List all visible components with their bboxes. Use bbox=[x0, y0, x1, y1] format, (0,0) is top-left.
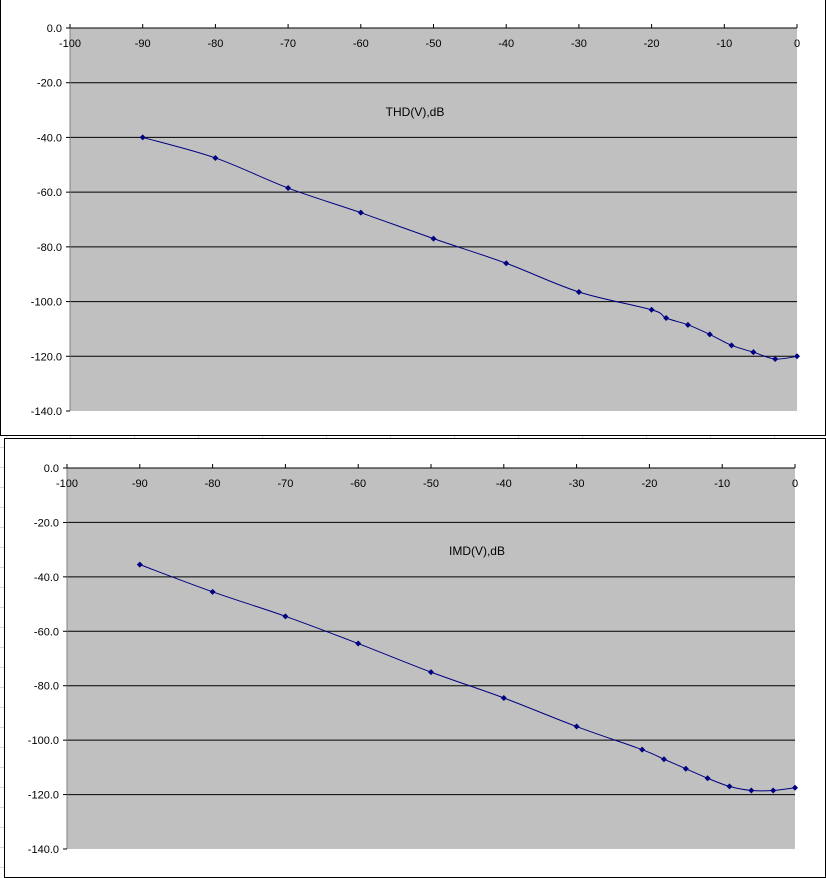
imd-x-tick-label: -100 bbox=[56, 478, 78, 490]
imd-y-tick-label: -120.0 bbox=[28, 790, 59, 802]
imd-y-tick-label: -40.0 bbox=[34, 572, 59, 584]
imd-data-point[interactable] bbox=[355, 640, 362, 647]
imd-data-point[interactable] bbox=[209, 588, 216, 595]
imd-x-tick-label: 0 bbox=[792, 478, 798, 490]
imd-data-point[interactable] bbox=[770, 787, 777, 794]
imd-data-point[interactable] bbox=[573, 723, 580, 730]
thd-y-tick-label: -40.0 bbox=[37, 132, 62, 144]
thd-y-tick-label: -80.0 bbox=[37, 242, 62, 254]
imd-data-point[interactable] bbox=[682, 765, 689, 772]
imd-data-point[interactable] bbox=[639, 746, 646, 753]
thd-data-point[interactable] bbox=[794, 353, 800, 360]
thd-y-tick-label: -140.0 bbox=[31, 406, 62, 418]
thd-x-tick-label: -50 bbox=[426, 38, 442, 50]
imd-x-tick-label: -80 bbox=[205, 478, 221, 490]
thd-data-point[interactable] bbox=[212, 154, 219, 161]
thd-data-point[interactable] bbox=[503, 260, 510, 267]
imd-x-tick-label: -50 bbox=[423, 478, 439, 490]
thd-y-tick-label: -100.0 bbox=[31, 297, 62, 309]
thd-x-tick-label: -70 bbox=[280, 38, 296, 50]
imd-x-tick-label: -90 bbox=[132, 478, 148, 490]
thd-x-tick-label: -10 bbox=[716, 38, 732, 50]
imd-y-tick-label: -20.0 bbox=[34, 517, 59, 529]
imd-data-point[interactable] bbox=[748, 787, 755, 794]
thd-plot-area bbox=[70, 28, 797, 411]
imd-data-point[interactable] bbox=[136, 561, 143, 568]
thd-y-tick-label: -120.0 bbox=[31, 351, 62, 363]
imd-data-point[interactable] bbox=[282, 613, 289, 620]
imd-plot-area bbox=[67, 468, 795, 849]
thd-series-line bbox=[142, 136, 798, 360]
thd-data-point[interactable] bbox=[684, 321, 691, 328]
thd-data-point[interactable] bbox=[285, 185, 292, 192]
thd-x-tick-label: -20 bbox=[644, 38, 660, 50]
imd-data-point[interactable] bbox=[792, 784, 798, 791]
thd-y-tick-label: -20.0 bbox=[37, 78, 62, 90]
thd-x-tick-label: -80 bbox=[207, 38, 223, 50]
imd-data-point[interactable] bbox=[726, 783, 733, 790]
thd-x-tick-label: -30 bbox=[571, 38, 587, 50]
thd-data-point[interactable] bbox=[139, 134, 146, 141]
thd-data-point[interactable] bbox=[663, 314, 670, 321]
thd-data-point[interactable] bbox=[357, 209, 364, 216]
thd-data-point[interactable] bbox=[728, 342, 735, 349]
imd-chart-title: IMD(V),dB bbox=[449, 544, 505, 558]
imd-x-tick-label: -10 bbox=[714, 478, 730, 490]
imd-x-tick-label: -20 bbox=[641, 478, 657, 490]
imd-x-tick-label: -30 bbox=[569, 478, 585, 490]
imd-data-point[interactable] bbox=[500, 694, 507, 701]
imd-y-tick-label: -100.0 bbox=[28, 735, 59, 747]
thd-data-point[interactable] bbox=[430, 235, 437, 242]
thd-x-tick-label: -90 bbox=[135, 38, 151, 50]
thd-x-tick-label: -40 bbox=[498, 38, 514, 50]
imd-data-point[interactable] bbox=[704, 775, 711, 782]
thd-x-tick-label: -60 bbox=[353, 38, 369, 50]
thd-y-tick-label: 0.0 bbox=[47, 23, 62, 35]
thd-x-tick-label: -100 bbox=[59, 38, 81, 50]
imd-y-tick-label: -80.0 bbox=[34, 681, 59, 693]
thd-y-tick-label: -60.0 bbox=[37, 187, 62, 199]
imd-y-tick-label: 0.0 bbox=[44, 463, 59, 475]
imd-data-point[interactable] bbox=[428, 669, 434, 676]
imd-y-tick-label: -140.0 bbox=[28, 844, 59, 856]
imd-x-tick-label: -40 bbox=[496, 478, 512, 490]
thd-data-point[interactable] bbox=[575, 288, 582, 295]
thd-x-tick-label: 0 bbox=[794, 38, 800, 50]
imd-y-tick-label: -60.0 bbox=[34, 626, 59, 638]
imd-x-tick-label: -70 bbox=[277, 478, 293, 490]
thd-data-point[interactable] bbox=[648, 306, 655, 313]
thd-chart-title: THD(V),dB bbox=[386, 105, 445, 119]
thd-data-point[interactable] bbox=[772, 356, 779, 363]
imd-x-tick-label: -60 bbox=[350, 478, 366, 490]
thd-data-point[interactable] bbox=[750, 349, 757, 356]
imd-data-point[interactable] bbox=[660, 756, 667, 763]
imd-series-line bbox=[139, 564, 796, 792]
thd-data-point[interactable] bbox=[706, 331, 713, 338]
